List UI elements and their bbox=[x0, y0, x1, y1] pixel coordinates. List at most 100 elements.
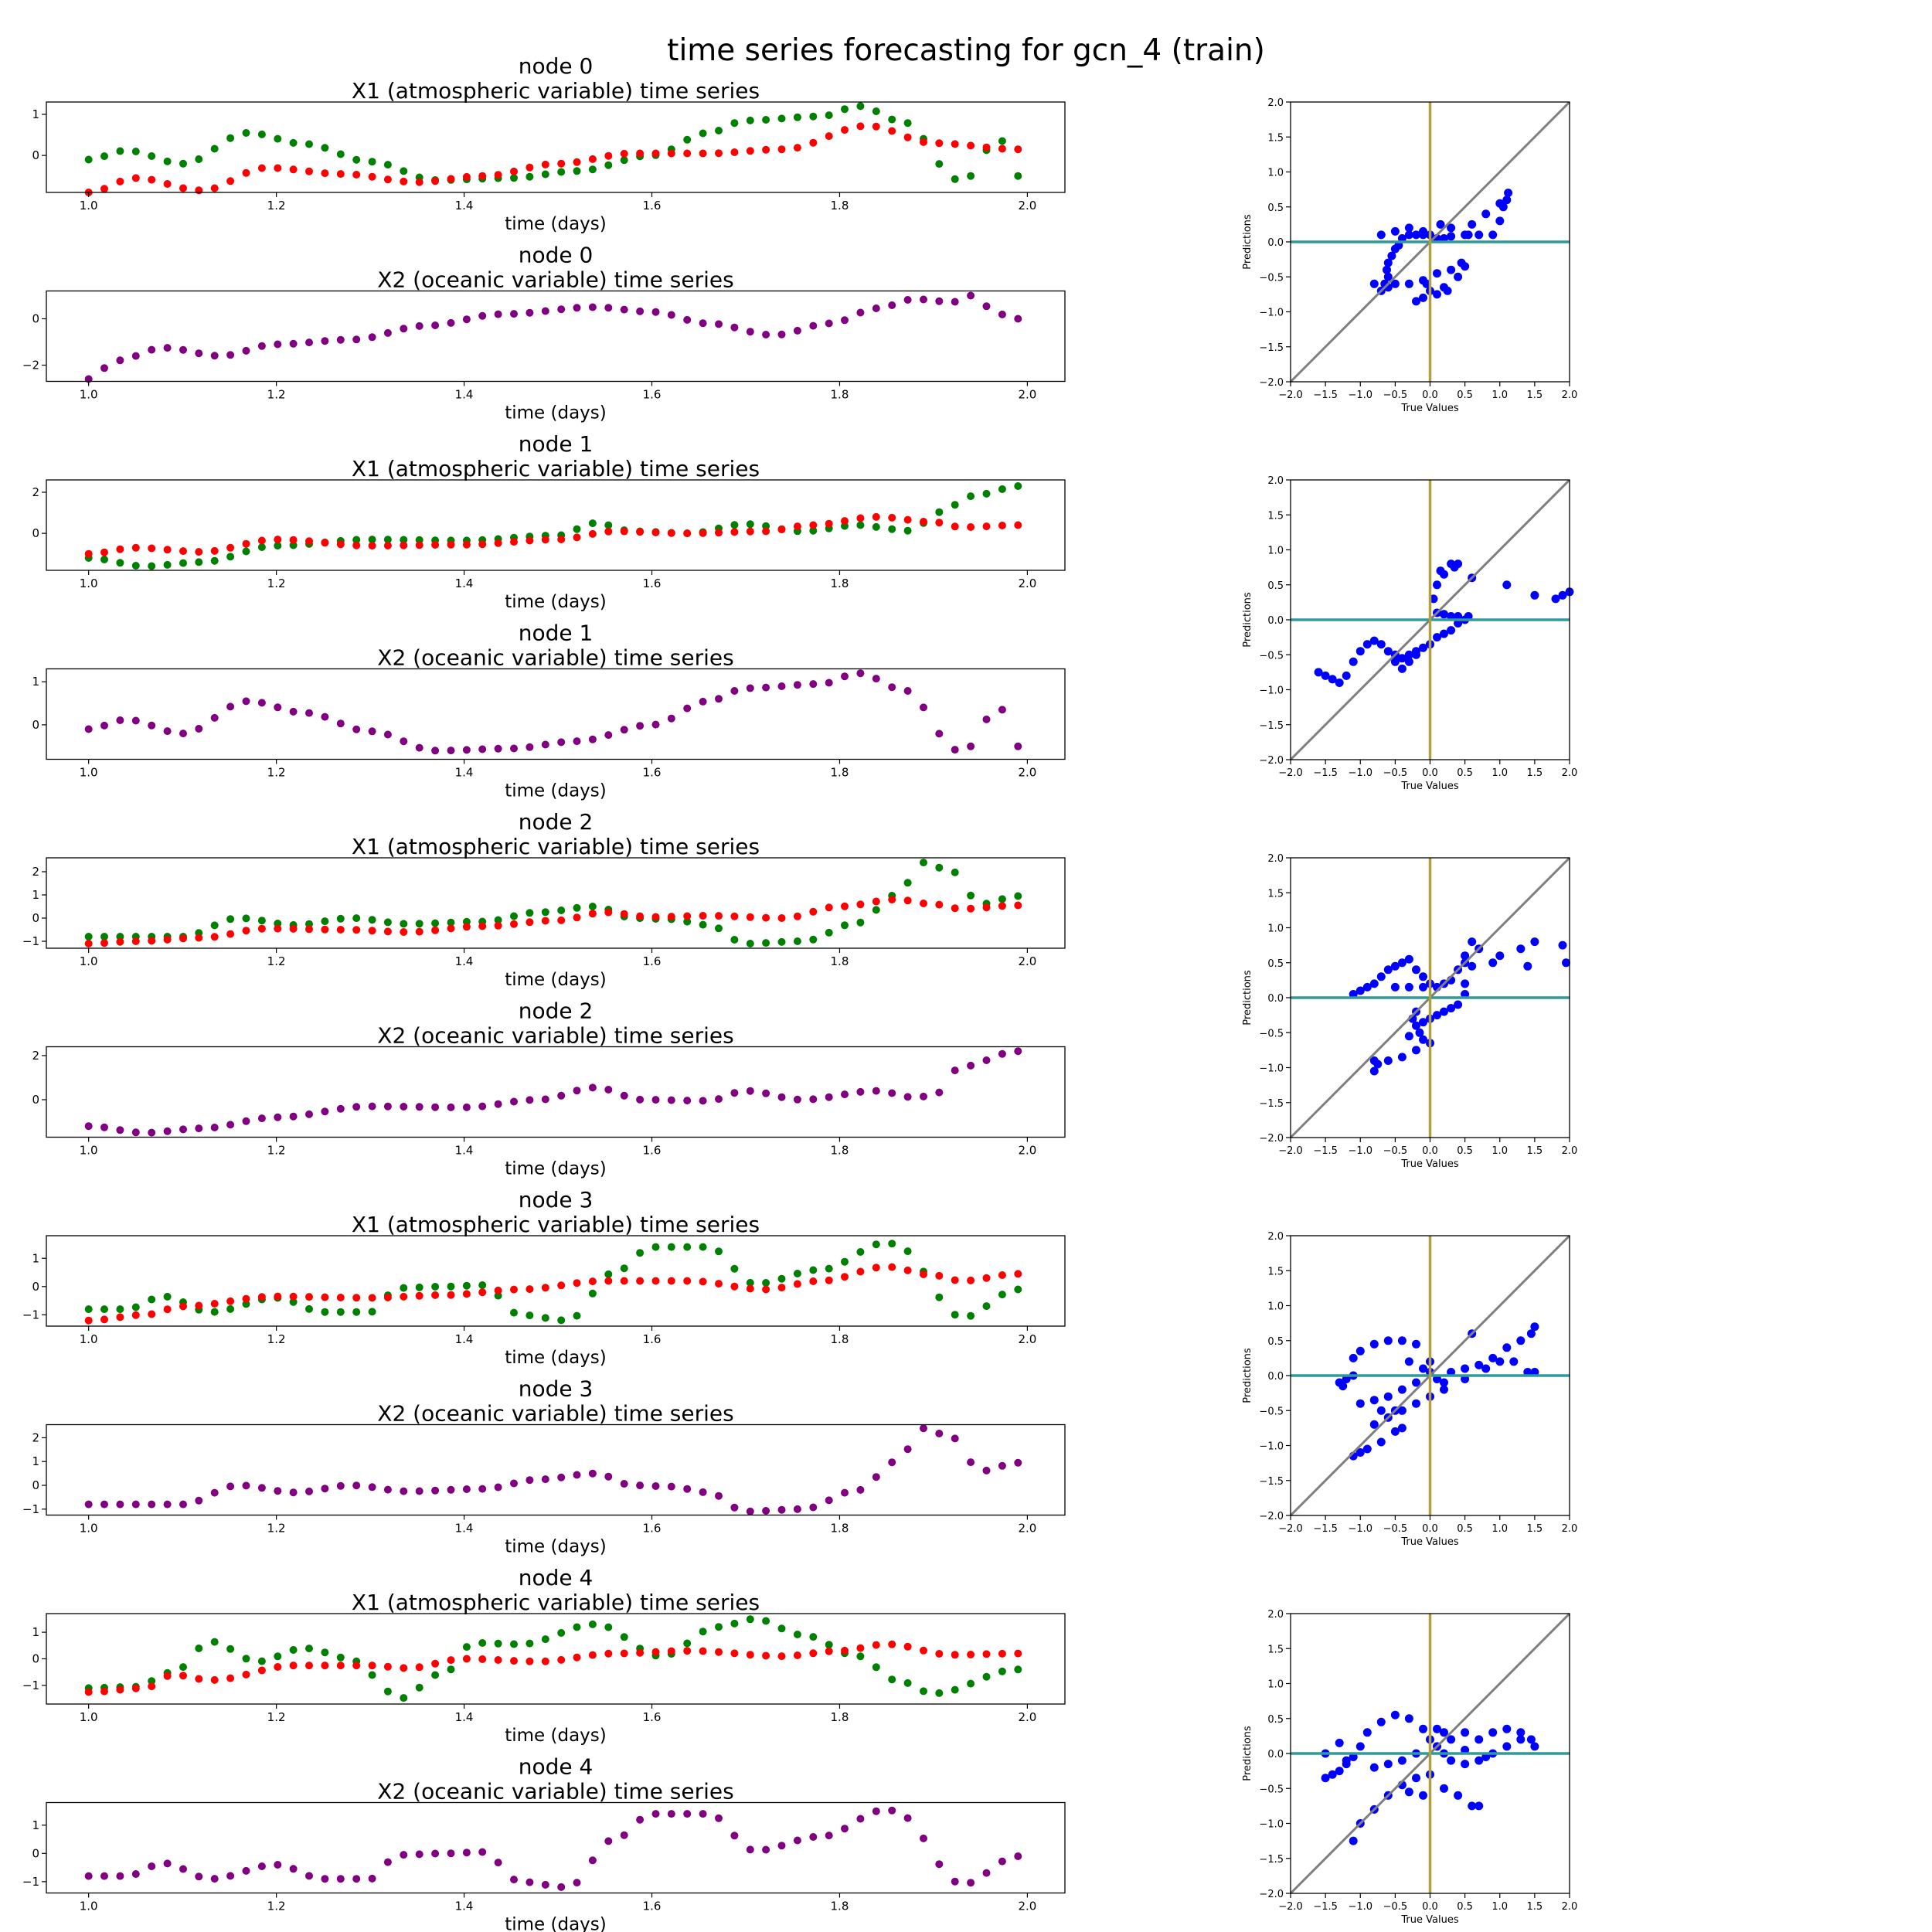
data-point bbox=[84, 1122, 93, 1131]
data-point bbox=[935, 730, 944, 738]
data-point bbox=[510, 1308, 518, 1317]
data-point bbox=[793, 912, 801, 920]
x-tick-label: 2.0 bbox=[1018, 1900, 1036, 1913]
data-point bbox=[1376, 640, 1386, 649]
data-point bbox=[620, 1633, 628, 1641]
data-point bbox=[951, 1651, 959, 1659]
data-point bbox=[872, 1663, 880, 1672]
y-tick-label: 1 bbox=[32, 107, 39, 121]
data-point bbox=[588, 1620, 597, 1628]
data-point bbox=[730, 1832, 739, 1840]
plot-frame bbox=[46, 668, 1066, 760]
data-point bbox=[825, 679, 833, 687]
data-point bbox=[383, 536, 392, 544]
data-point bbox=[383, 161, 392, 169]
data-point bbox=[179, 1865, 187, 1873]
data-point bbox=[163, 1292, 172, 1301]
data-point bbox=[257, 1657, 266, 1665]
data-point bbox=[1376, 972, 1386, 981]
data-point bbox=[163, 1305, 172, 1314]
data-point bbox=[1502, 580, 1512, 590]
data-point bbox=[1516, 944, 1526, 954]
data-point bbox=[195, 725, 203, 733]
data-point bbox=[510, 1097, 518, 1106]
data-point bbox=[699, 1628, 707, 1636]
data-point bbox=[998, 1667, 1006, 1675]
data-point bbox=[447, 1103, 455, 1111]
data-point bbox=[84, 155, 93, 164]
data-point bbox=[856, 122, 865, 131]
x-tick-label: 1.4 bbox=[455, 1144, 474, 1158]
series-x1_pred bbox=[84, 1263, 1022, 1325]
data-point bbox=[163, 727, 172, 736]
x-tick-label: 0.5 bbox=[1457, 1145, 1473, 1157]
data-point bbox=[573, 167, 581, 175]
data-point bbox=[872, 1240, 880, 1249]
data-point bbox=[1014, 742, 1022, 750]
data-point bbox=[604, 908, 613, 917]
data-point bbox=[368, 1874, 376, 1883]
y-tick-label: 0 bbox=[32, 1652, 39, 1666]
data-point bbox=[195, 1496, 203, 1505]
data-point bbox=[1468, 961, 1477, 971]
data-point bbox=[825, 1832, 833, 1840]
data-point bbox=[321, 337, 329, 345]
data-point bbox=[336, 926, 345, 934]
data-point bbox=[888, 127, 896, 135]
data-point bbox=[100, 1687, 108, 1696]
data-point bbox=[195, 558, 203, 566]
data-point bbox=[951, 1685, 959, 1694]
data-point bbox=[1335, 1767, 1344, 1776]
x-tick-label: 1.6 bbox=[643, 1522, 662, 1536]
data-point bbox=[1530, 1742, 1539, 1751]
data-point bbox=[368, 536, 376, 544]
data-point bbox=[1526, 1735, 1536, 1744]
data-point bbox=[148, 345, 156, 354]
data-point bbox=[541, 160, 549, 168]
data-point bbox=[825, 132, 833, 141]
y-tick-label: −1.0 bbox=[1259, 1819, 1284, 1831]
data-point bbox=[1390, 982, 1400, 992]
data-point bbox=[762, 913, 770, 922]
data-point bbox=[1461, 1364, 1470, 1373]
data-point bbox=[809, 138, 818, 147]
data-point bbox=[336, 1875, 345, 1883]
data-point bbox=[841, 1825, 849, 1833]
data-point bbox=[588, 1083, 597, 1092]
data-point bbox=[841, 517, 849, 526]
x-tick-label: 1.6 bbox=[643, 577, 662, 590]
data-point bbox=[1390, 226, 1400, 236]
data-point bbox=[903, 896, 912, 905]
data-point bbox=[274, 1652, 282, 1661]
data-point bbox=[336, 540, 345, 549]
data-point bbox=[825, 1093, 833, 1101]
data-point bbox=[431, 1486, 440, 1495]
data-point bbox=[541, 170, 549, 179]
subplot-title-variable: X1 (atmospheric variable) time series bbox=[352, 834, 760, 859]
data-point bbox=[683, 1810, 692, 1818]
data-point bbox=[84, 933, 93, 940]
y-tick-label: −0.5 bbox=[1259, 272, 1284, 284]
data-point bbox=[998, 902, 1006, 910]
data-point bbox=[856, 900, 865, 909]
data-point bbox=[274, 164, 282, 172]
data-point bbox=[368, 927, 376, 935]
data-point bbox=[274, 1663, 282, 1671]
data-point bbox=[557, 1091, 566, 1100]
y-axis-label: Predictions bbox=[1242, 592, 1253, 648]
x-axis-label: time (days) bbox=[505, 1915, 607, 1932]
data-point bbox=[762, 1279, 770, 1287]
data-point bbox=[1383, 258, 1393, 267]
data-point bbox=[1475, 230, 1484, 240]
data-point bbox=[935, 1689, 944, 1697]
x-tick-label: 2.0 bbox=[1018, 388, 1036, 402]
x-tick-label: 1.2 bbox=[267, 954, 286, 968]
data-point bbox=[683, 1485, 692, 1493]
data-point bbox=[588, 529, 597, 538]
data-point bbox=[1523, 961, 1532, 971]
data-point bbox=[573, 1471, 581, 1479]
data-point bbox=[210, 1300, 219, 1308]
data-point bbox=[336, 1308, 345, 1316]
data-point bbox=[84, 549, 93, 558]
data-point bbox=[321, 144, 329, 152]
